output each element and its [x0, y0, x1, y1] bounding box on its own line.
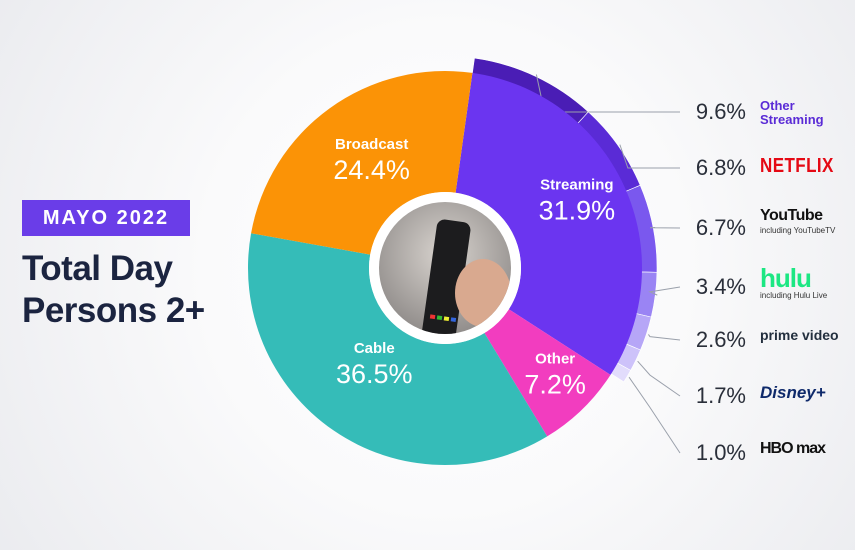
- brand-name: NETFLIX: [760, 155, 834, 177]
- brand-name: Disney+: [760, 383, 826, 402]
- legend-value: 2.6%: [695, 327, 746, 352]
- legend-value: 1.7%: [695, 383, 746, 408]
- legend-row: 1.0% HBO max: [660, 428, 855, 478]
- brand-name: hulu: [760, 263, 812, 293]
- remote-button: [443, 316, 450, 322]
- donut-slice: [484, 309, 611, 437]
- legend-brand: YouTube including YouTubeTV: [760, 207, 852, 235]
- slice-label: Other: [535, 350, 575, 367]
- remote-photo: [379, 202, 511, 334]
- brand-name: HBO max: [760, 440, 826, 457]
- chart-title: Total Day Persons 2+: [22, 248, 205, 332]
- legend-brand: Other Streaming: [760, 99, 852, 127]
- title-line: Persons 2+: [22, 291, 205, 330]
- leader-line: [628, 376, 681, 454]
- brand-name: YouTube: [760, 207, 823, 224]
- legend-brand: Disney+: [760, 383, 852, 403]
- legend-row: 6.7% YouTube including YouTubeTV: [660, 203, 855, 253]
- legend-brand: prime video: [760, 327, 852, 343]
- remote-button: [436, 315, 443, 321]
- slice-value: 7.2%: [524, 369, 586, 399]
- leader-line: [648, 334, 681, 341]
- slice-label: Cable: [354, 340, 395, 357]
- brand-note: including Hulu Live: [760, 291, 828, 300]
- legend-row: 9.6% Other Streaming: [660, 87, 855, 137]
- slice-value: 36.5%: [336, 359, 413, 389]
- slice-label: Streaming: [540, 177, 613, 194]
- legend-row: 3.4% hulu including Hulu Live: [660, 262, 855, 312]
- legend-value: 1.0%: [695, 440, 746, 465]
- leader-line: [619, 144, 680, 169]
- legend-row: 1.7% Disney+: [660, 371, 855, 421]
- legend-value: 6.8%: [695, 155, 746, 180]
- donut-slice: [455, 72, 642, 375]
- remote-button: [429, 314, 436, 320]
- legend-value: 6.7%: [695, 215, 746, 240]
- brand-note: including YouTubeTV: [760, 226, 836, 235]
- legend-brand: hulu including Hulu Live: [760, 263, 852, 300]
- leader-line: [648, 286, 681, 296]
- brand-name: Other Streaming: [760, 98, 824, 127]
- legend-value: 3.4%: [695, 274, 746, 299]
- legend-brand: NETFLIX: [760, 155, 852, 178]
- remote-button: [450, 317, 457, 322]
- legend-brand: HBO max: [760, 440, 852, 458]
- slice-value: 24.4%: [333, 155, 410, 185]
- donut-slice: [251, 71, 473, 255]
- slice-label: Broadcast: [335, 136, 408, 153]
- brand-name: prime video: [760, 327, 839, 343]
- leader-line: [637, 360, 681, 397]
- slice-value: 31.9%: [539, 196, 616, 226]
- legend-value: 9.6%: [695, 99, 746, 124]
- donut-slice: [248, 233, 548, 465]
- legend-row: 6.8% NETFLIX: [660, 143, 855, 193]
- legend-row: 2.6% prime video: [660, 315, 855, 365]
- date-badge: MAYO 2022: [22, 200, 190, 236]
- title-line: Total Day: [22, 249, 173, 288]
